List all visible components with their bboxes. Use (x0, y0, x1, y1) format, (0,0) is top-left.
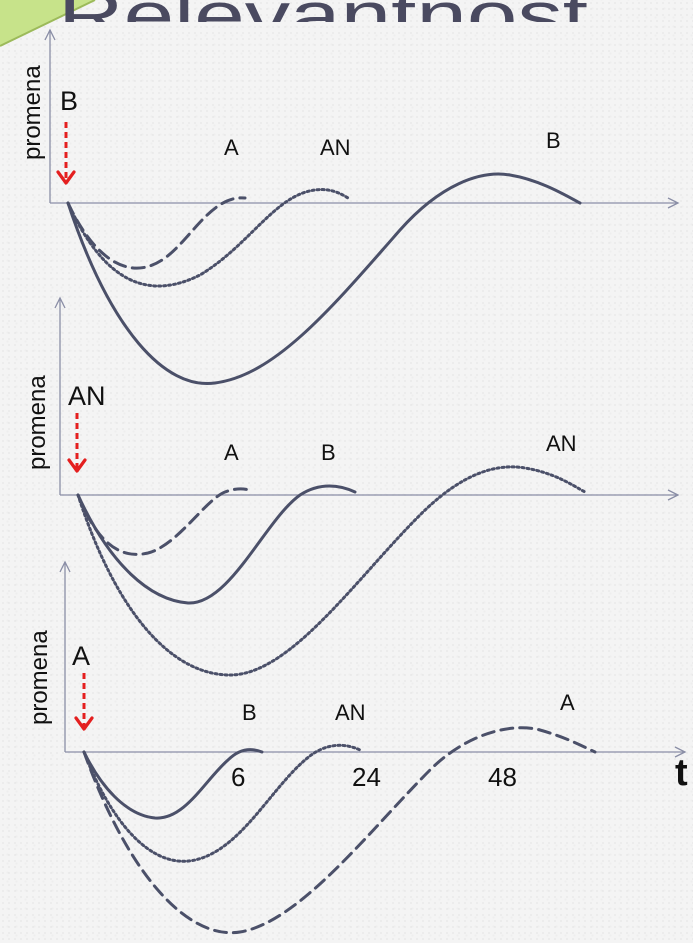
title-fragment: Relevantnost (58, 0, 588, 52)
panel-1-label-A: A (224, 135, 239, 160)
panel-1-y-label: promena (19, 65, 46, 160)
panel-3-curve-A (82, 726, 597, 935)
panel-3-trigger-label: A (72, 641, 90, 671)
panel-1-label-AN: AN (320, 135, 351, 160)
panel-1-x-arrowhead (667, 197, 680, 209)
panel-3-y-label: promena (26, 630, 53, 725)
time-axis-label: t (675, 752, 688, 794)
panel-2-x-arrowhead (667, 489, 680, 501)
panel-1-label-B: B (546, 128, 561, 153)
panel-2-curve-AN (76, 465, 587, 677)
panel-3-y-arrowhead (59, 560, 71, 573)
time-tick-48: 48 (488, 762, 517, 792)
panel-2-label-B: B (321, 440, 336, 465)
panel-1-curve-AN (66, 188, 350, 288)
panel-3-label-B: B (242, 700, 257, 725)
panel-1: promena B A AN B (19, 28, 680, 386)
panel-3-curve-AN (82, 743, 362, 863)
panel-3-trigger-arrowhead (74, 716, 94, 731)
panel-1-curve-B (66, 172, 582, 386)
panel-1-y-arrowhead (44, 28, 56, 41)
panel-3: promena A B AN A 6 24 48 t (26, 560, 688, 935)
time-tick-6: 6 (231, 762, 245, 792)
corner-edge-line (0, 0, 96, 47)
panel-2: promena AN A B AN (24, 296, 680, 677)
panel-3-label-AN: AN (335, 700, 366, 725)
panel-2-label-AN: AN (546, 431, 577, 456)
panel-1-trigger-label: B (60, 86, 78, 116)
panel-3-curve-B (82, 748, 264, 820)
time-tick-24: 24 (352, 762, 381, 792)
panel-2-label-A: A (224, 440, 239, 465)
panel-2-y-label: promena (24, 375, 51, 470)
panel-2-trigger-arrowhead (67, 458, 87, 473)
panel-2-trigger-label: AN (68, 381, 106, 411)
panel-1-curve-A (66, 196, 247, 270)
panel-2-curve-A (76, 487, 254, 556)
panel-3-label-A: A (560, 690, 575, 715)
panel-1-trigger-arrowhead (56, 170, 76, 185)
panel-2-y-arrowhead (54, 296, 66, 309)
panel-2-curve-B (76, 484, 357, 605)
panel-3-x-arrowhead (674, 746, 687, 758)
